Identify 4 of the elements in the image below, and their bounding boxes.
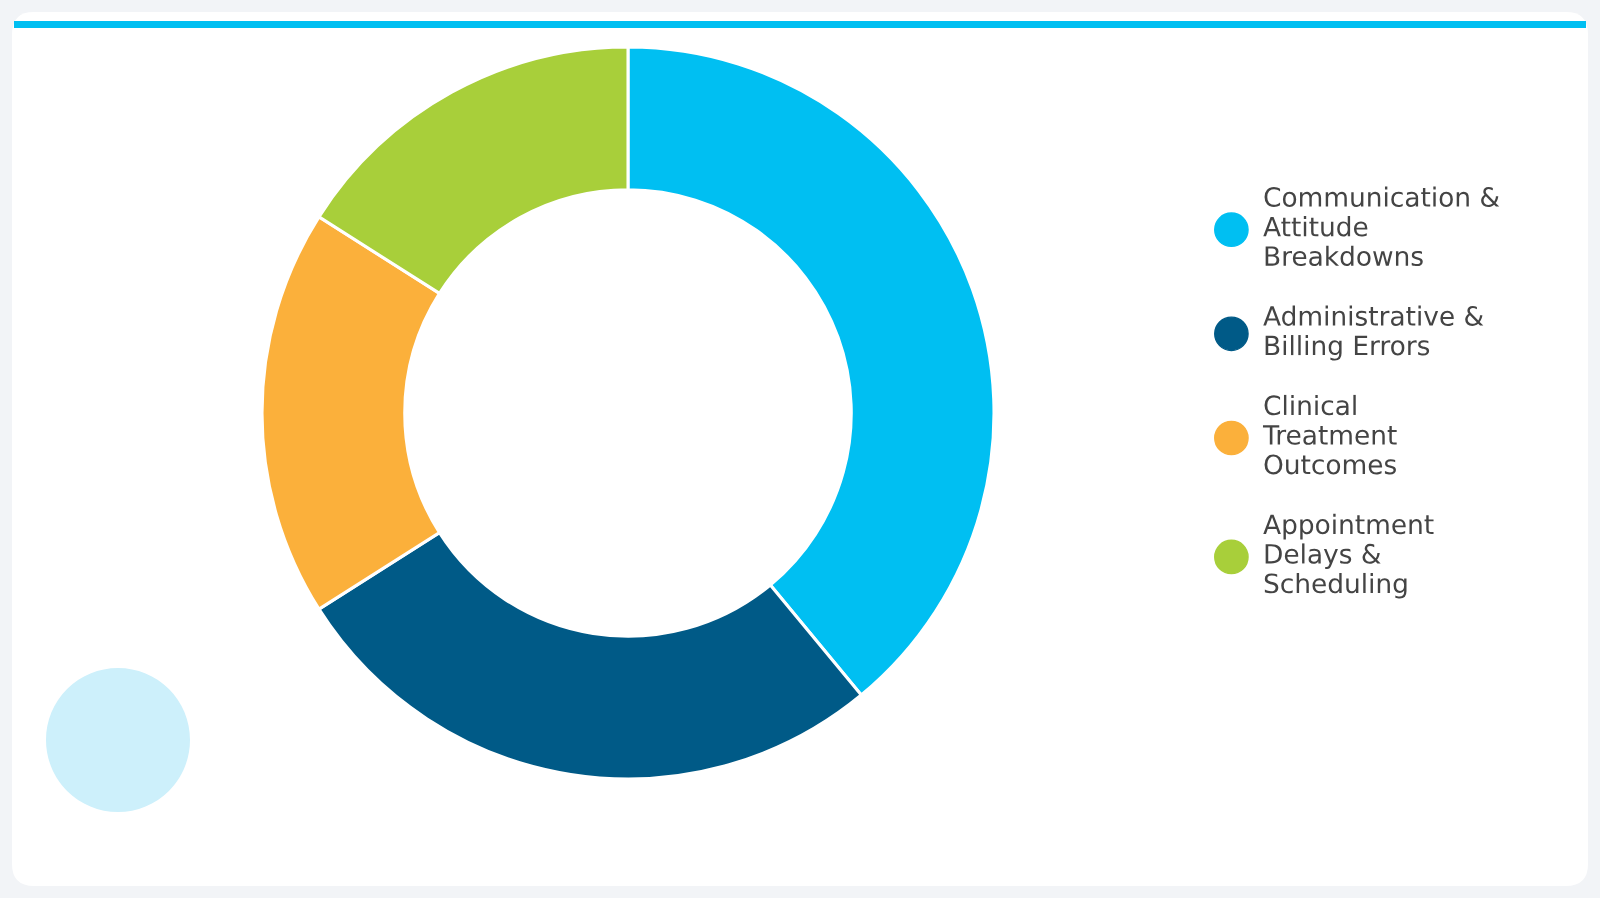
legend-label: Appointment Delays & Scheduling: [1263, 513, 1434, 599]
legend-label: Clinical Treatment Outcomes: [1262, 394, 1397, 475]
legend-label: Administrative & Billing Errors: [1263, 305, 1484, 361]
legend-label: Communication & Attitude Breakdowns: [1263, 186, 1500, 267]
